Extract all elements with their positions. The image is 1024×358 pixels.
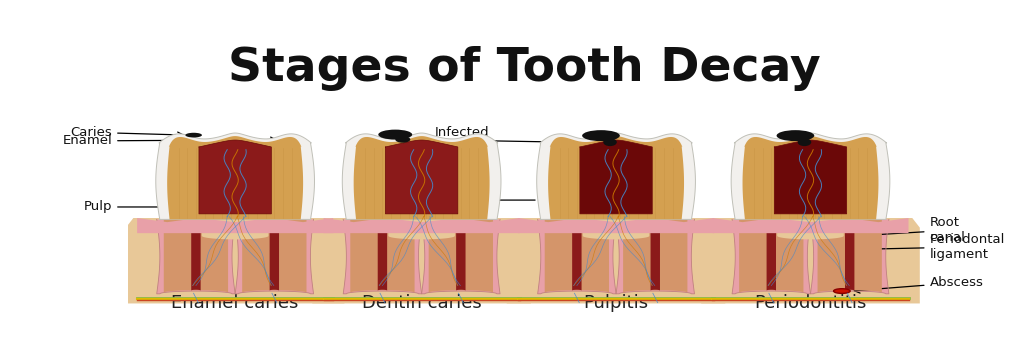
Text: Caries: Caries bbox=[71, 126, 183, 139]
Polygon shape bbox=[811, 219, 889, 294]
Polygon shape bbox=[378, 219, 387, 291]
Polygon shape bbox=[167, 136, 303, 219]
Polygon shape bbox=[156, 133, 314, 219]
Polygon shape bbox=[548, 136, 684, 219]
Text: Stages of Tooth Decay: Stages of Tooth Decay bbox=[228, 46, 821, 91]
Text: Enamel: Enamel bbox=[62, 134, 276, 147]
Text: Infected
pulp: Infected pulp bbox=[434, 126, 608, 154]
Text: Dentin caries: Dentin caries bbox=[361, 294, 481, 312]
Polygon shape bbox=[538, 219, 616, 294]
Polygon shape bbox=[422, 219, 500, 294]
Polygon shape bbox=[845, 219, 854, 291]
Polygon shape bbox=[507, 218, 725, 304]
Polygon shape bbox=[731, 133, 890, 219]
Text: Periodontitis: Periodontitis bbox=[755, 294, 866, 312]
Polygon shape bbox=[583, 217, 649, 240]
Polygon shape bbox=[312, 218, 531, 304]
Polygon shape bbox=[157, 219, 236, 294]
Polygon shape bbox=[353, 136, 489, 219]
Text: Dentin: Dentin bbox=[475, 194, 585, 207]
Polygon shape bbox=[126, 218, 344, 304]
Polygon shape bbox=[767, 219, 776, 291]
Text: Abscess: Abscess bbox=[854, 276, 983, 293]
Text: Root
canal: Root canal bbox=[837, 216, 966, 245]
Polygon shape bbox=[269, 219, 280, 291]
Polygon shape bbox=[518, 218, 714, 233]
Polygon shape bbox=[774, 140, 847, 214]
Polygon shape bbox=[343, 219, 422, 294]
Polygon shape bbox=[572, 219, 582, 291]
Text: Pulpitis: Pulpitis bbox=[584, 294, 648, 312]
Polygon shape bbox=[713, 218, 908, 233]
Text: Periodontal
ligament: Periodontal ligament bbox=[846, 233, 1005, 261]
Polygon shape bbox=[199, 140, 271, 214]
Ellipse shape bbox=[798, 138, 811, 146]
Ellipse shape bbox=[776, 130, 814, 141]
Polygon shape bbox=[739, 219, 804, 292]
Polygon shape bbox=[429, 219, 493, 292]
Polygon shape bbox=[164, 219, 228, 292]
Polygon shape bbox=[191, 219, 201, 291]
Polygon shape bbox=[742, 136, 879, 219]
Polygon shape bbox=[342, 133, 501, 219]
Polygon shape bbox=[350, 219, 415, 292]
Ellipse shape bbox=[582, 130, 620, 141]
Polygon shape bbox=[537, 133, 695, 219]
Polygon shape bbox=[388, 217, 455, 240]
Polygon shape bbox=[385, 140, 458, 214]
Text: Enamel caries: Enamel caries bbox=[171, 294, 299, 312]
Polygon shape bbox=[650, 219, 660, 291]
Polygon shape bbox=[243, 219, 306, 292]
Polygon shape bbox=[616, 219, 694, 294]
Polygon shape bbox=[456, 219, 466, 291]
Ellipse shape bbox=[603, 138, 616, 146]
Polygon shape bbox=[202, 217, 268, 240]
Polygon shape bbox=[701, 218, 920, 304]
Ellipse shape bbox=[395, 136, 411, 143]
Polygon shape bbox=[580, 140, 652, 214]
Polygon shape bbox=[324, 218, 519, 233]
Polygon shape bbox=[236, 219, 313, 294]
Ellipse shape bbox=[378, 130, 413, 140]
Polygon shape bbox=[732, 219, 811, 294]
Ellipse shape bbox=[834, 289, 850, 294]
Ellipse shape bbox=[185, 133, 202, 137]
Polygon shape bbox=[777, 217, 844, 240]
Text: Pulp: Pulp bbox=[84, 200, 234, 213]
Polygon shape bbox=[545, 219, 609, 292]
Polygon shape bbox=[137, 218, 333, 233]
Polygon shape bbox=[817, 219, 882, 292]
Polygon shape bbox=[624, 219, 687, 292]
